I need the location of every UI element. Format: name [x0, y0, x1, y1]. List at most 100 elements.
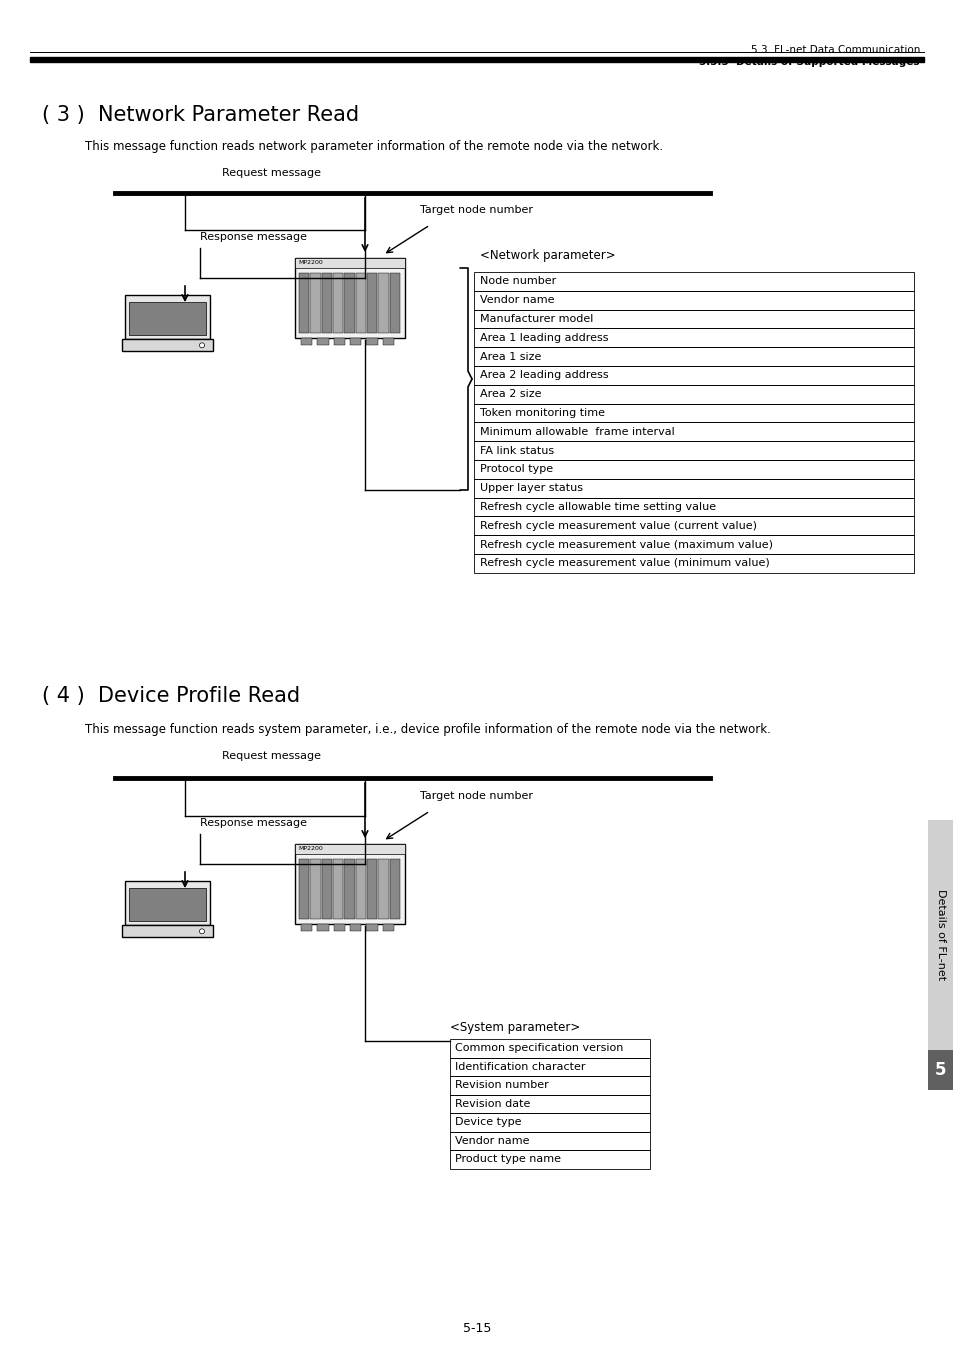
- Bar: [301, 338, 312, 346]
- Circle shape: [199, 929, 204, 934]
- Bar: [334, 338, 345, 346]
- Bar: [310, 859, 320, 919]
- Bar: [317, 923, 329, 932]
- Text: Token monitoring time: Token monitoring time: [479, 408, 604, 418]
- Text: This message function reads network parameter information of the remote node via: This message function reads network para…: [85, 140, 662, 153]
- Bar: [474, 366, 913, 385]
- Bar: [344, 859, 355, 919]
- Bar: [321, 859, 332, 919]
- Bar: [474, 423, 913, 441]
- Bar: [389, 273, 399, 333]
- Bar: [474, 517, 913, 535]
- Bar: [378, 859, 388, 919]
- Bar: [474, 328, 913, 347]
- Bar: [382, 338, 394, 346]
- Text: Response message: Response message: [200, 818, 307, 828]
- Circle shape: [199, 343, 204, 348]
- Text: Manufacturer model: Manufacturer model: [479, 315, 593, 324]
- Bar: [389, 859, 399, 919]
- Text: Details of FL-net: Details of FL-net: [935, 890, 945, 980]
- Bar: [350, 338, 361, 346]
- Bar: [474, 554, 913, 572]
- Bar: [301, 923, 312, 932]
- Bar: [474, 535, 913, 554]
- Bar: [450, 1040, 649, 1057]
- Bar: [474, 479, 913, 498]
- Bar: [333, 859, 343, 919]
- Bar: [122, 339, 213, 351]
- Bar: [129, 302, 206, 335]
- Text: MP2200: MP2200: [297, 261, 322, 266]
- Text: Refresh cycle measurement value (current value): Refresh cycle measurement value (current…: [479, 521, 757, 531]
- Bar: [450, 1057, 649, 1076]
- Bar: [382, 923, 394, 932]
- Bar: [927, 1050, 953, 1089]
- Text: Common specification version: Common specification version: [455, 1044, 622, 1053]
- Text: 5-15: 5-15: [462, 1322, 491, 1335]
- Bar: [294, 844, 405, 923]
- Text: Target node number: Target node number: [419, 205, 533, 215]
- Bar: [317, 338, 329, 346]
- Text: Refresh cycle measurement value (minimum value): Refresh cycle measurement value (minimum…: [479, 559, 769, 568]
- Bar: [122, 925, 213, 937]
- Bar: [30, 57, 923, 62]
- Bar: [474, 460, 913, 479]
- Text: Revision date: Revision date: [455, 1099, 530, 1108]
- Bar: [474, 385, 913, 404]
- Bar: [450, 1076, 649, 1095]
- Text: Vendor name: Vendor name: [455, 1135, 529, 1146]
- Text: Request message: Request message: [222, 751, 320, 761]
- Bar: [367, 273, 377, 333]
- Text: 5.3.3  Details of Supported Messages: 5.3.3 Details of Supported Messages: [699, 57, 919, 68]
- Bar: [474, 498, 913, 517]
- Text: 5.3  FL-net Data Communication: 5.3 FL-net Data Communication: [750, 45, 919, 55]
- Bar: [450, 1150, 649, 1169]
- Text: Refresh cycle allowable time setting value: Refresh cycle allowable time setting val…: [479, 502, 716, 512]
- Text: Product type name: Product type name: [455, 1154, 560, 1164]
- Bar: [450, 1131, 649, 1150]
- Text: Vendor name: Vendor name: [479, 296, 554, 305]
- Text: Area 1 size: Area 1 size: [479, 351, 540, 362]
- Text: This message function reads system parameter, i.e., device profile information o: This message function reads system param…: [85, 724, 770, 736]
- Bar: [125, 296, 210, 339]
- Bar: [344, 273, 355, 333]
- Text: MP2200: MP2200: [297, 846, 322, 852]
- Text: ( 3 )  Network Parameter Read: ( 3 ) Network Parameter Read: [42, 105, 358, 126]
- Text: Refresh cycle measurement value (maximum value): Refresh cycle measurement value (maximum…: [479, 540, 772, 549]
- Text: Area 2 leading address: Area 2 leading address: [479, 370, 608, 381]
- Bar: [125, 882, 210, 925]
- Bar: [294, 258, 405, 269]
- Bar: [355, 273, 366, 333]
- Bar: [294, 258, 405, 338]
- Text: <System parameter>: <System parameter>: [450, 1021, 579, 1034]
- Bar: [298, 273, 309, 333]
- Bar: [310, 273, 320, 333]
- Bar: [367, 859, 377, 919]
- Text: FA link status: FA link status: [479, 446, 554, 455]
- Bar: [378, 273, 388, 333]
- Bar: [474, 404, 913, 423]
- Text: Identification character: Identification character: [455, 1061, 585, 1072]
- Bar: [450, 1112, 649, 1131]
- Bar: [298, 859, 309, 919]
- Bar: [474, 290, 913, 309]
- Bar: [350, 923, 361, 932]
- Text: Area 2 size: Area 2 size: [479, 389, 541, 400]
- Bar: [294, 844, 405, 855]
- Bar: [474, 441, 913, 460]
- Bar: [129, 888, 206, 921]
- Bar: [333, 273, 343, 333]
- Bar: [355, 859, 366, 919]
- Bar: [450, 1095, 649, 1112]
- Bar: [366, 338, 377, 346]
- Text: Protocol type: Protocol type: [479, 464, 553, 474]
- Bar: [927, 819, 953, 1050]
- Bar: [474, 271, 913, 290]
- Bar: [474, 309, 913, 328]
- Text: Minimum allowable  frame interval: Minimum allowable frame interval: [479, 427, 674, 437]
- Text: ( 4 )  Device Profile Read: ( 4 ) Device Profile Read: [42, 686, 300, 706]
- Text: Request message: Request message: [222, 167, 320, 178]
- Text: Revision number: Revision number: [455, 1080, 548, 1091]
- Text: Device type: Device type: [455, 1118, 521, 1127]
- Bar: [321, 273, 332, 333]
